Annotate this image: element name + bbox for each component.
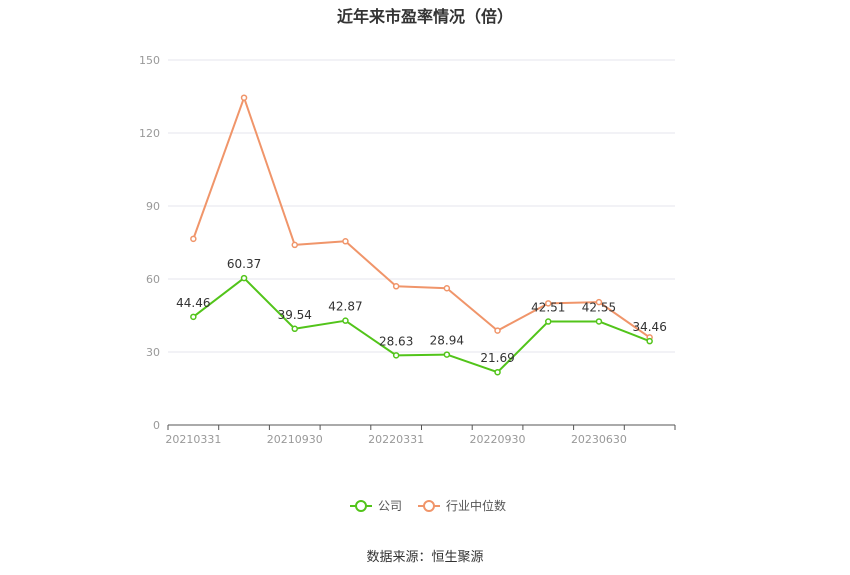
data-point bbox=[342, 317, 349, 324]
data-label: 42.55 bbox=[582, 300, 616, 314]
data-point bbox=[443, 351, 451, 358]
axes: 0 30 60 90 120 150 20210331 20210930 20220331 202… bbox=[139, 54, 676, 446]
data-label: 21.69 bbox=[480, 351, 514, 365]
y-tick-label: 0 bbox=[153, 419, 160, 432]
series-lines bbox=[190, 94, 653, 376]
data-label: 42.51 bbox=[531, 301, 565, 315]
data-point bbox=[545, 300, 552, 307]
y-tick-label: 90 bbox=[146, 200, 160, 213]
data-point bbox=[392, 352, 400, 359]
data-point bbox=[240, 274, 248, 282]
data-point bbox=[646, 337, 653, 345]
x-tick-label: 20210930 bbox=[267, 433, 323, 446]
data-label: 28.63 bbox=[379, 334, 413, 348]
legend-swatch-marker bbox=[423, 500, 435, 512]
data-point bbox=[190, 235, 197, 243]
data-label: 39.54 bbox=[278, 308, 312, 322]
data-labels: 44.46 60.37 39.54 42.87 28.63 28.94 21.69 42.51… bbox=[176, 257, 667, 365]
data-point bbox=[291, 325, 298, 333]
data-point bbox=[494, 368, 501, 376]
series-line-0 bbox=[192, 277, 651, 374]
legend-swatch-marker bbox=[355, 500, 367, 512]
data-point bbox=[545, 318, 552, 325]
grid-lines bbox=[168, 59, 675, 353]
y-tick-label: 150 bbox=[139, 54, 160, 67]
y-tick-label: 30 bbox=[146, 346, 160, 359]
y-tick-label: 60 bbox=[146, 273, 160, 286]
y-tick-label: 120 bbox=[139, 127, 160, 140]
data-label: 28.94 bbox=[430, 334, 464, 348]
data-label: 42.87 bbox=[328, 300, 362, 314]
legend[interactable]: 公司 行业中位数 bbox=[350, 498, 506, 513]
data-point bbox=[291, 241, 298, 249]
data-point bbox=[240, 94, 248, 101]
data-point bbox=[190, 313, 197, 321]
data-point bbox=[392, 283, 400, 290]
x-tick-label: 20220331 bbox=[368, 433, 424, 446]
data-point bbox=[342, 238, 349, 245]
x-tick-label: 20230630 bbox=[571, 433, 627, 446]
data-point bbox=[494, 327, 501, 334]
data-point bbox=[595, 298, 603, 306]
chart-title: 近年来市盈率情况（倍） bbox=[336, 7, 513, 26]
x-tick-label: 20210331 bbox=[165, 433, 221, 446]
data-point bbox=[443, 284, 451, 292]
data-label: 60.37 bbox=[227, 257, 261, 271]
legend-label: 公司 bbox=[378, 499, 402, 513]
data-label: 34.46 bbox=[632, 320, 666, 334]
x-tick-label: 20220930 bbox=[470, 433, 526, 446]
data-point bbox=[595, 318, 603, 325]
series-line-1 bbox=[192, 96, 651, 339]
legend-label: 行业中位数 bbox=[446, 498, 506, 513]
source-note: 数据来源：恒生聚源 bbox=[366, 550, 484, 565]
data-label: 44.46 bbox=[176, 296, 210, 310]
